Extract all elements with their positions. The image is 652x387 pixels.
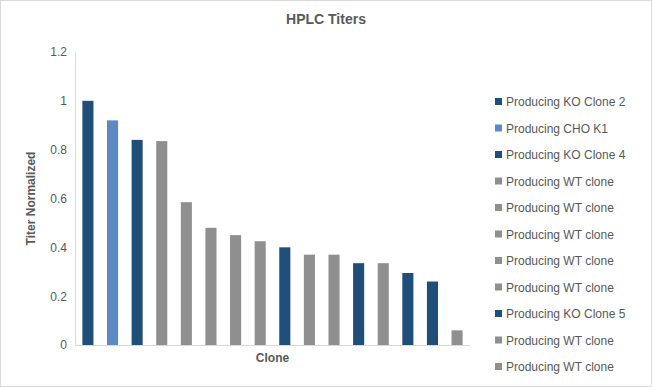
y-tick-label: 1.2 — [50, 45, 67, 59]
legend-swatch — [495, 231, 502, 238]
x-axis-title: Clone — [256, 351, 290, 365]
y-axis-title: Titer Normalized — [24, 152, 38, 246]
bar — [156, 141, 167, 345]
legend-label: Producing KO Clone 4 — [506, 148, 626, 162]
legend-label: Producing WT clone — [506, 254, 614, 268]
bar — [427, 282, 438, 345]
legend-swatch — [495, 363, 502, 370]
y-tick: 0.2 — [50, 290, 75, 304]
bar — [402, 273, 413, 345]
y-axis-line — [75, 53, 76, 346]
bar — [304, 255, 315, 345]
y-tick: 1 — [60, 94, 75, 108]
y-tick-label: 0.2 — [50, 290, 67, 304]
legend-swatch — [495, 125, 502, 132]
y-tick: 0 — [60, 338, 75, 352]
bar — [279, 247, 290, 345]
bar — [255, 241, 266, 345]
bars — [82, 101, 462, 345]
legend-swatch — [495, 284, 502, 291]
bar — [353, 263, 364, 345]
y-tick-label: 0 — [60, 338, 67, 352]
x-axis — [76, 345, 471, 347]
y-tick: 0.6 — [50, 192, 75, 206]
legend-swatch — [495, 257, 502, 264]
legend-label: Producing CHO K1 — [506, 122, 608, 136]
chart-frame — [1, 1, 652, 387]
legend-label: Producing WT clone — [506, 360, 614, 374]
legend-swatch — [495, 151, 502, 158]
bar — [181, 202, 192, 345]
legend: Producing KO Clone 2 Producing CHO K1 Prod… — [495, 95, 626, 374]
bar — [328, 255, 339, 345]
title: HPLC Titers — [286, 11, 366, 27]
y-tick: 0.4 — [50, 241, 75, 255]
y-tick-label: 0.6 — [50, 192, 67, 206]
legend-label: Producing WT clone — [506, 175, 614, 189]
legend-label: Producing WT clone — [506, 334, 614, 348]
legend-label: Producing KO Clone 5 — [506, 307, 626, 321]
bar — [452, 330, 463, 345]
bar — [82, 101, 93, 345]
legend-swatch — [495, 204, 502, 211]
legend-label: Producing KO Clone 2 — [506, 95, 626, 109]
y-tick: 0.8 — [50, 143, 75, 157]
y-axis: 0 0.2 0.4 0.6 0.8 1 1.2 — [50, 45, 75, 352]
legend-label: Producing WT clone — [506, 201, 614, 215]
bar — [107, 120, 118, 345]
legend-label: Producing WT clone — [506, 281, 614, 295]
legend-swatch — [495, 178, 502, 185]
y-tick: 1.2 — [50, 45, 75, 59]
x-axis-line — [76, 345, 471, 346]
legend-swatch — [495, 310, 502, 317]
bar — [378, 263, 389, 345]
y-tick-label: 0.4 — [50, 241, 67, 255]
bar — [230, 235, 241, 345]
chart: 0 0.2 0.4 0.6 0.8 1 1.2 HPLC Titers Clone Titer N… — [0, 0, 652, 387]
legend-swatch — [495, 337, 502, 344]
bar — [205, 228, 216, 345]
legend-label: Producing WT clone — [506, 228, 614, 242]
legend-swatch — [495, 98, 502, 105]
y-tick-label: 0.8 — [50, 143, 67, 157]
bar — [132, 140, 143, 345]
y-tick-label: 1 — [60, 94, 67, 108]
